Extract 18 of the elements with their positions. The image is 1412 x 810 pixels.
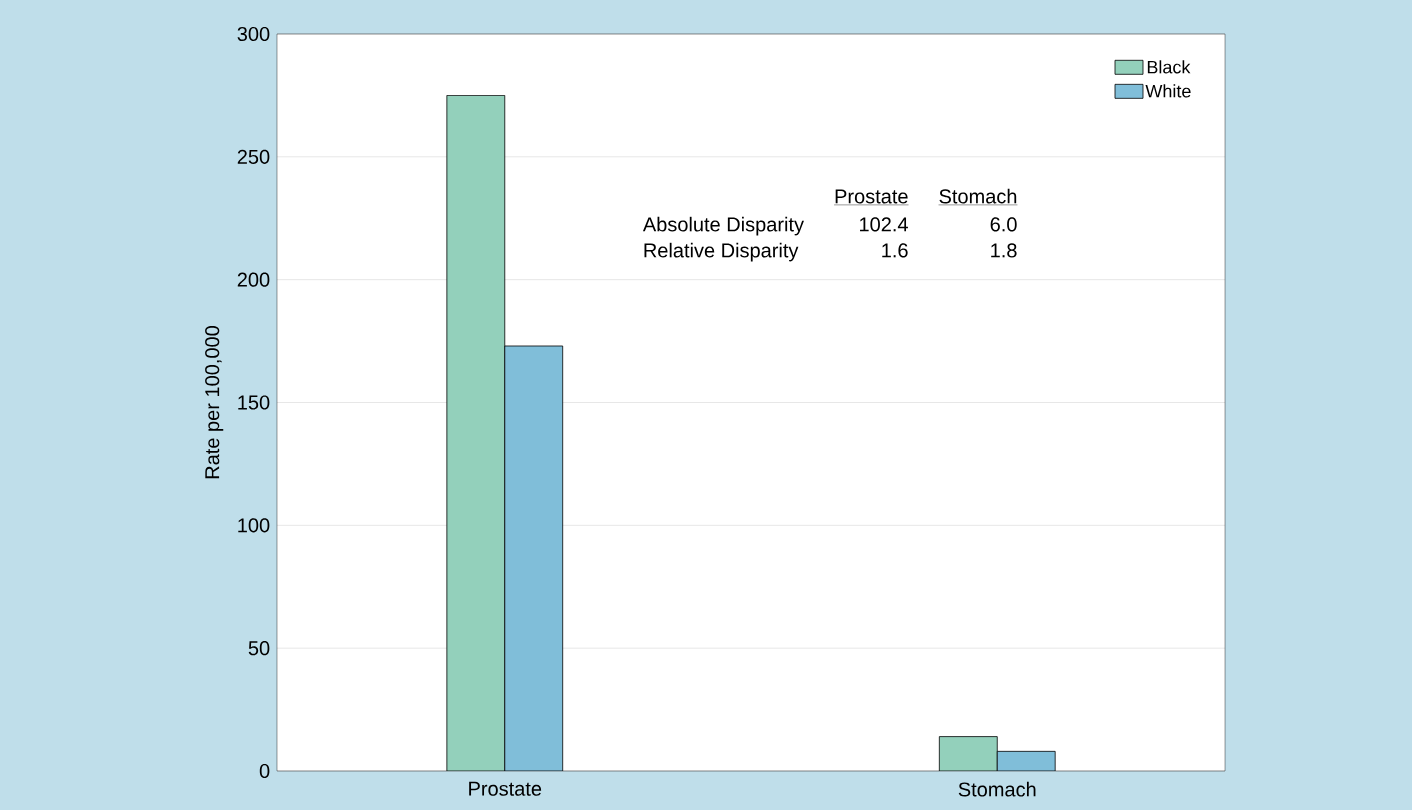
- y-tick-label: 200: [237, 272, 270, 287]
- annotation: 102.4: [860, 217, 908, 232]
- legend-label: White: [1145, 84, 1191, 98]
- y-tick-label: 250: [237, 149, 270, 164]
- annotation: 1.8: [991, 243, 1017, 258]
- legend-label: Black: [1147, 60, 1191, 74]
- annotation: 6.0: [990, 217, 1017, 232]
- y-tick-label: 50: [248, 641, 270, 656]
- annotation: 1.6: [882, 243, 908, 258]
- y-axis-title: Rate per 100,000: [205, 326, 224, 479]
- annotation: Prostate: [835, 189, 908, 204]
- annotation: Relative Disparity: [644, 242, 799, 262]
- y-tick-label: 300: [237, 26, 270, 42]
- annotation: Absolute Disparity: [642, 216, 804, 236]
- annotation: Stomach: [939, 188, 1017, 204]
- y-tick-label: 100: [238, 518, 270, 533]
- y-tick-label: 0: [259, 763, 270, 779]
- y-tick-label: 150: [238, 395, 270, 410]
